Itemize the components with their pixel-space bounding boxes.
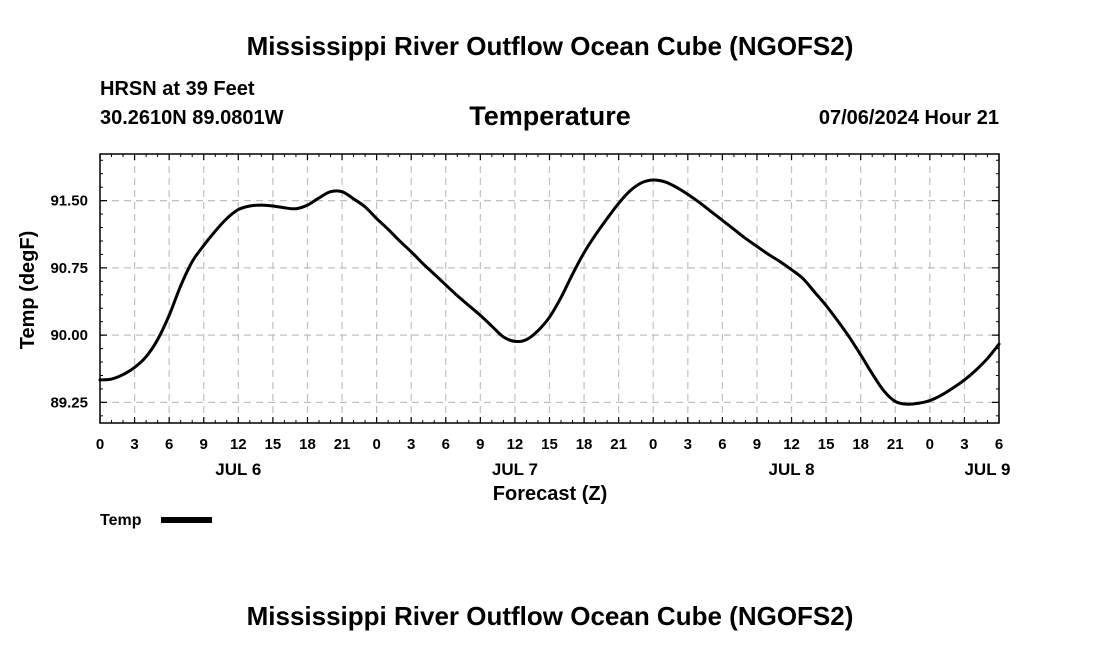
x-tick-label: 6: [718, 436, 726, 453]
plot-frame: [99, 153, 1000, 424]
gridlines: [100, 154, 999, 423]
chart-title: Mississippi River Outflow Ocean Cube (NG…: [247, 31, 854, 61]
legend-label: Temp: [100, 512, 142, 529]
day-label: JUL 9: [964, 460, 1010, 479]
x-tick-label: 21: [610, 436, 627, 453]
x-tick-label: 3: [960, 436, 968, 453]
x-tick-label: 9: [200, 436, 208, 453]
x-tick-label: 21: [887, 436, 904, 453]
y-tick-label: 90.00: [50, 327, 88, 344]
x-tick-label: 15: [541, 436, 558, 453]
x-tick-label: 3: [130, 436, 138, 453]
x-tick-label: 3: [684, 436, 692, 453]
y-tick-label: 90.75: [50, 260, 88, 277]
x-tick-label: 3: [407, 436, 415, 453]
x-tick-label: 6: [442, 436, 450, 453]
x-tick-label: 6: [995, 436, 1003, 453]
x-tick-label: 12: [507, 436, 524, 453]
x-tick-label: 0: [96, 436, 104, 453]
coordinates-label: 30.2610N 89.0801W: [100, 107, 284, 129]
x-tick-label: 15: [265, 436, 282, 453]
chart-subtitle: Temperature: [469, 101, 631, 131]
x-tick-label: 18: [576, 436, 593, 453]
station-label: HRSN at 39 Feet: [100, 78, 255, 100]
x-tick-label: 0: [649, 436, 657, 453]
x-tick-labels: 0 3 6 9 12 15 18 21 0 3 6 9 12 15 18 21 0 3 6 9 12 15 18 21 0 3 6: [96, 436, 1003, 453]
day-label: JUL 7: [492, 460, 538, 479]
legend: Temp: [100, 512, 212, 529]
x-tick-label: 18: [852, 436, 869, 453]
y-tick-label: 89.25: [50, 394, 88, 411]
day-labels: JUL 6 JUL 7 JUL 8 JUL 9: [215, 460, 1010, 479]
x-tick-label: 9: [476, 436, 484, 453]
y-axis-label: Temp (degF): [17, 231, 39, 350]
x-tick-label: 21: [334, 436, 351, 453]
y-tick-labels: 89.25 90.00 90.75 91.50: [50, 193, 88, 412]
y-tick-label: 91.50: [50, 193, 88, 210]
x-tick-label: 0: [926, 436, 934, 453]
day-label: JUL 6: [215, 460, 261, 479]
x-tick-label: 6: [165, 436, 173, 453]
x-tick-label: 12: [230, 436, 247, 453]
day-label: JUL 8: [769, 460, 815, 479]
x-tick-label: 0: [372, 436, 380, 453]
timestamp-label: 07/06/2024 Hour 21: [819, 107, 999, 129]
footer-title: Mississippi River Outflow Ocean Cube (NG…: [247, 601, 854, 631]
x-tick-label: 18: [299, 436, 316, 453]
x-tick-label: 15: [818, 436, 835, 453]
x-tick-label: 9: [753, 436, 761, 453]
x-tick-label: 12: [783, 436, 800, 453]
series-line-temp: [98, 178, 1001, 406]
x-axis-label: Forecast (Z): [493, 483, 607, 505]
